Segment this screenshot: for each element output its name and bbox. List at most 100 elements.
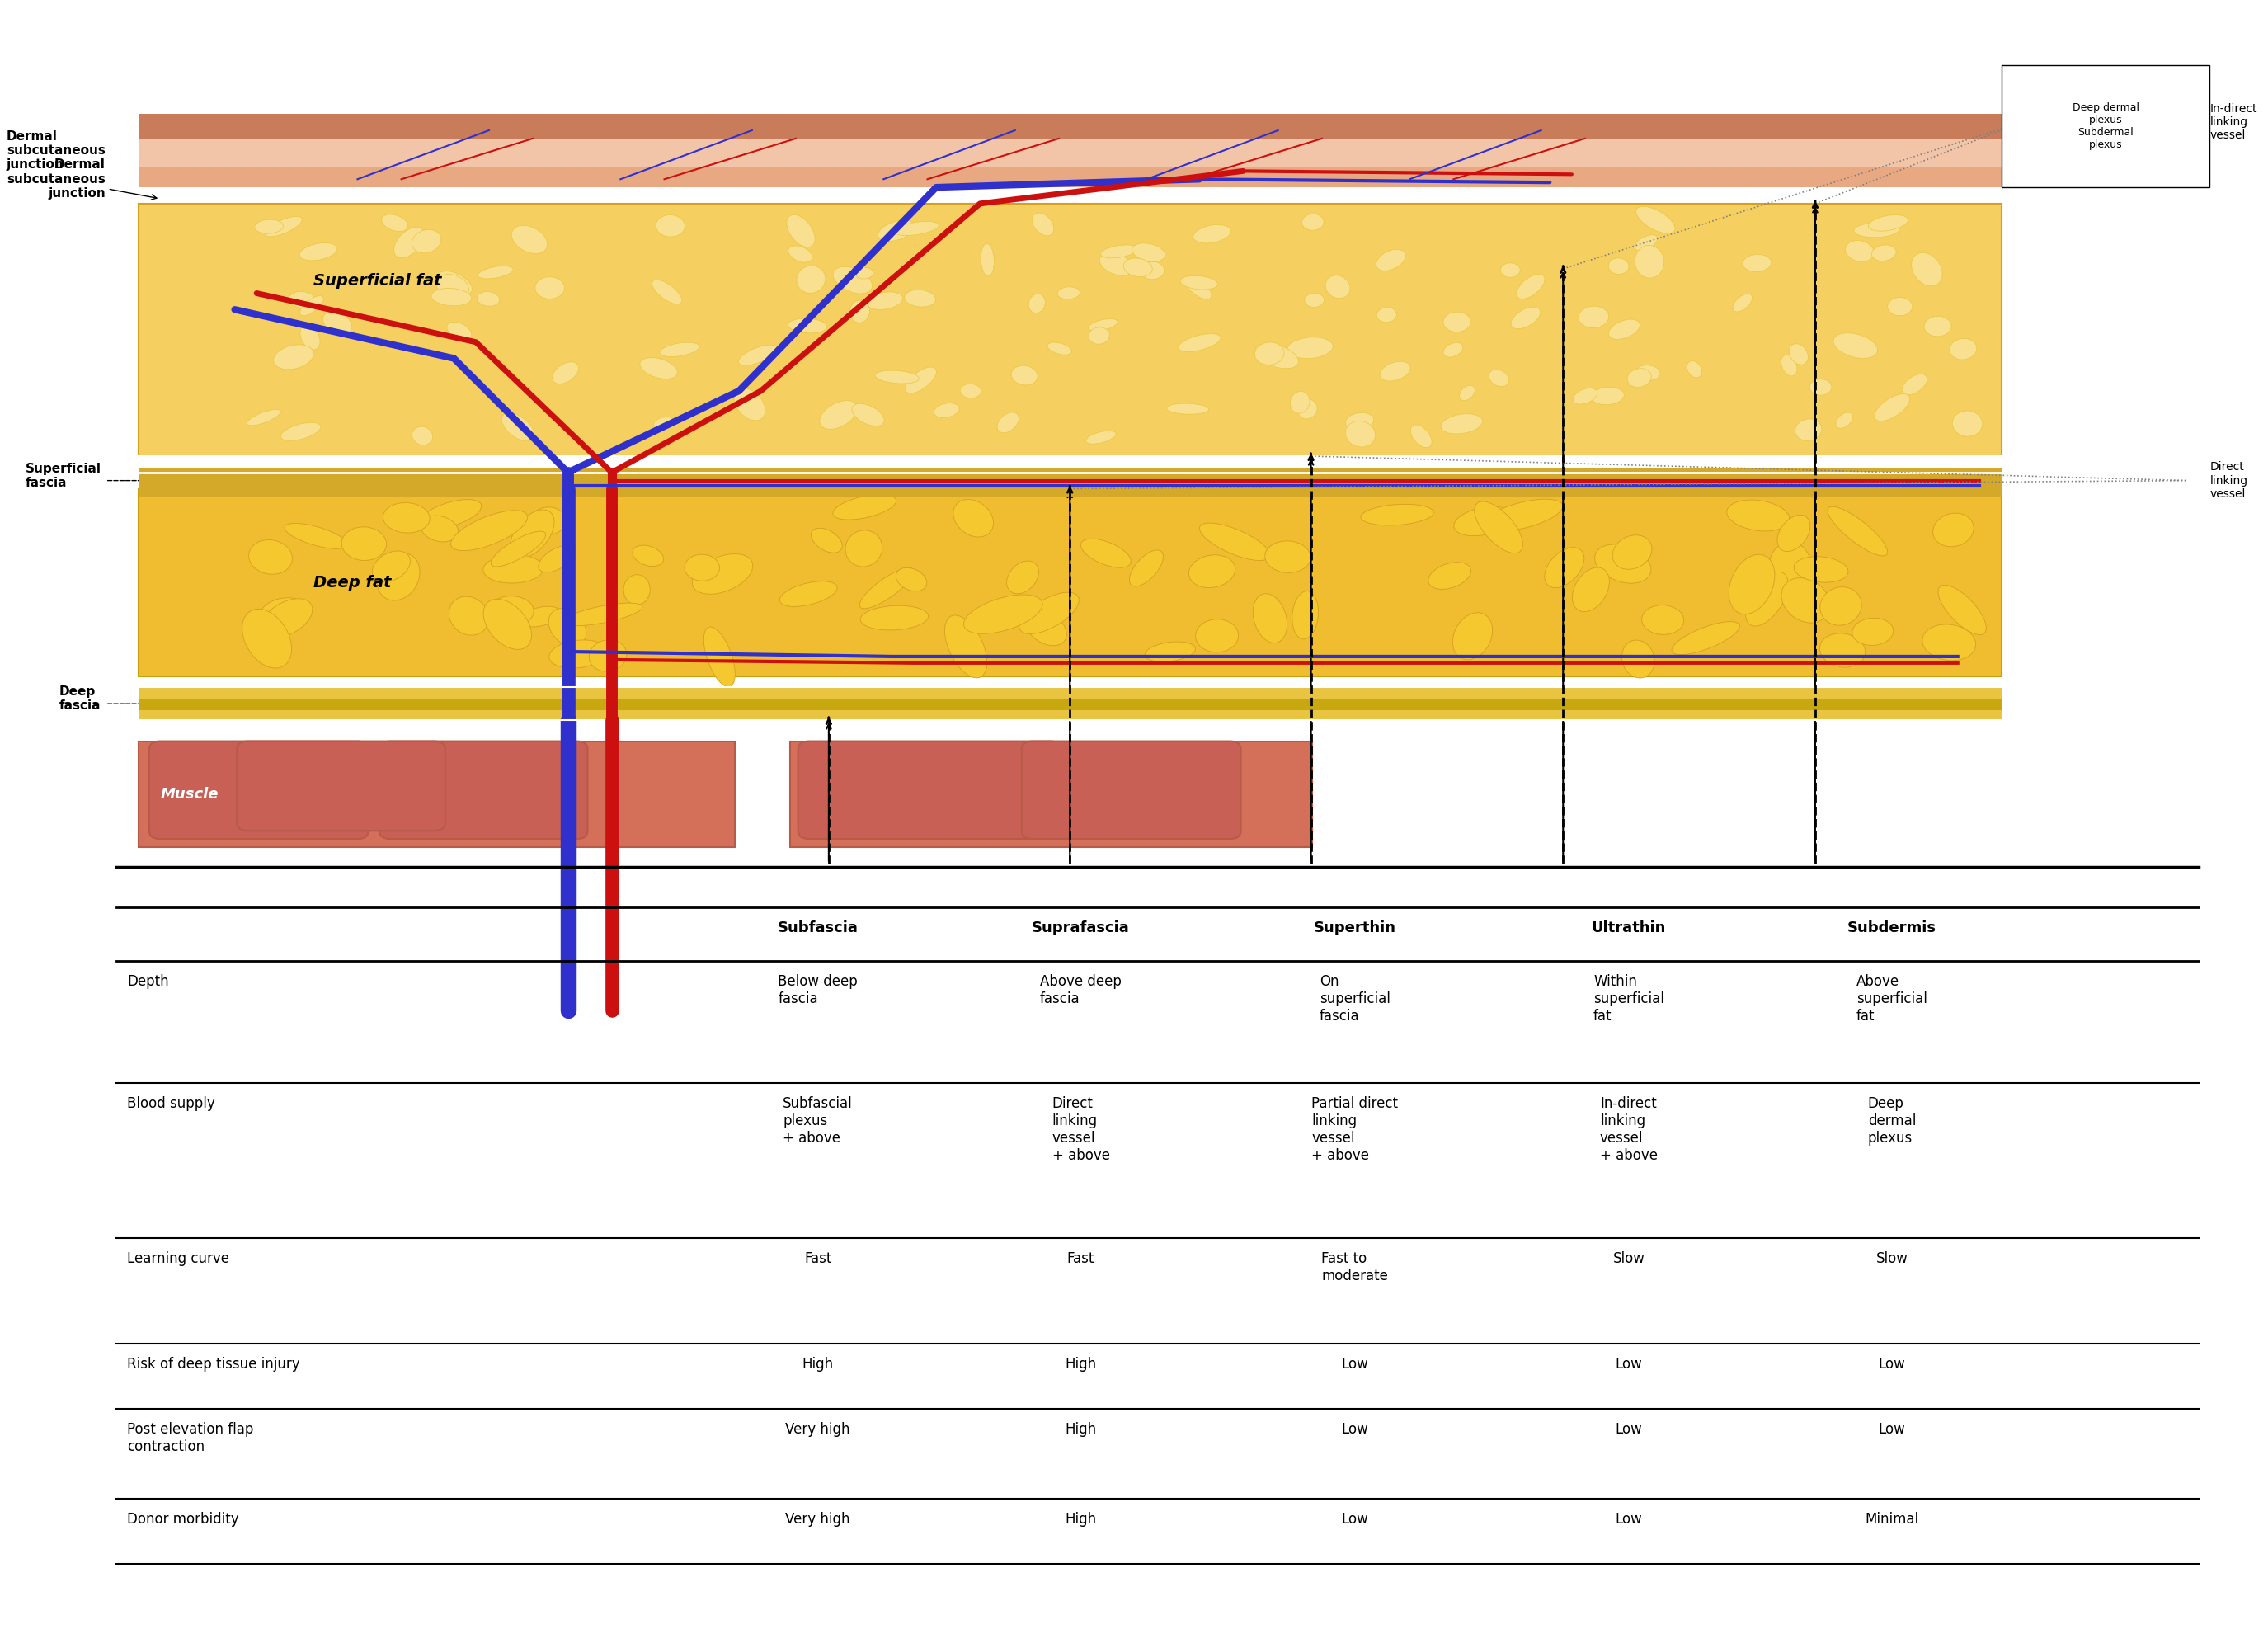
Ellipse shape [1726,500,1789,531]
Text: Above
superficial
fat: Above superficial fat [1857,974,1928,1023]
Ellipse shape [1200,523,1270,560]
Ellipse shape [322,311,352,334]
Text: Fast: Fast [805,1251,832,1266]
Text: Superficial fat: Superficial fat [313,274,442,288]
Ellipse shape [832,267,873,293]
Ellipse shape [1325,275,1349,298]
Ellipse shape [1594,544,1651,583]
Ellipse shape [1642,604,1683,635]
Ellipse shape [812,528,841,552]
Text: Low: Low [1878,1422,1905,1437]
Ellipse shape [860,606,928,630]
Ellipse shape [513,225,547,254]
Ellipse shape [640,358,678,380]
Ellipse shape [735,388,764,420]
Ellipse shape [1778,515,1810,552]
Ellipse shape [1188,555,1236,588]
Ellipse shape [1454,613,1492,660]
Ellipse shape [1794,557,1848,583]
Ellipse shape [1377,249,1406,270]
Ellipse shape [420,500,481,529]
Bar [138,114,2000,138]
Ellipse shape [1635,365,1660,381]
Ellipse shape [1089,319,1118,331]
Ellipse shape [254,220,284,233]
Ellipse shape [261,598,304,622]
Ellipse shape [1780,578,1830,622]
Ellipse shape [905,290,937,306]
Ellipse shape [959,384,982,397]
Ellipse shape [535,277,565,298]
Text: Deep fat: Deep fat [313,575,392,590]
Ellipse shape [1810,380,1833,396]
Ellipse shape [980,244,993,277]
Ellipse shape [1853,617,1894,645]
Ellipse shape [1254,344,1300,368]
Text: Ultrathin: Ultrathin [1592,920,1667,935]
Ellipse shape [284,523,347,549]
Text: Fast: Fast [1066,1251,1095,1266]
Text: Slow: Slow [1876,1251,1907,1266]
Ellipse shape [479,266,513,279]
Ellipse shape [1100,252,1134,275]
Ellipse shape [1742,254,1771,272]
Ellipse shape [655,215,685,236]
Ellipse shape [819,401,857,428]
Ellipse shape [739,345,778,365]
Text: Low: Low [1615,1512,1642,1526]
Ellipse shape [1132,243,1166,262]
Ellipse shape [1794,419,1821,441]
Ellipse shape [488,596,533,627]
Ellipse shape [1100,244,1139,257]
Ellipse shape [1846,241,1873,262]
Ellipse shape [1057,287,1080,300]
Ellipse shape [1483,498,1563,531]
Ellipse shape [1123,257,1152,277]
Text: Superficial
fascia: Superficial fascia [25,463,102,489]
Ellipse shape [449,596,488,635]
Text: In-direct
linking
vessel
+ above: In-direct linking vessel + above [1599,1096,1658,1163]
Ellipse shape [1488,370,1508,386]
Ellipse shape [1953,411,1982,437]
Text: Low: Low [1615,1357,1642,1372]
Ellipse shape [1012,365,1036,384]
Ellipse shape [562,603,642,626]
Ellipse shape [549,608,585,647]
Ellipse shape [1608,319,1640,339]
Ellipse shape [372,551,411,582]
Ellipse shape [1932,513,1973,547]
Ellipse shape [1184,275,1211,300]
Text: Low: Low [1340,1422,1368,1437]
Ellipse shape [510,510,553,557]
Ellipse shape [846,529,882,567]
Ellipse shape [299,243,338,261]
Text: High: High [1066,1512,1095,1526]
Text: High: High [1066,1357,1095,1372]
Text: Superthin: Superthin [1313,920,1397,935]
Ellipse shape [422,516,458,542]
Ellipse shape [1833,332,1878,358]
Ellipse shape [796,266,826,293]
Ellipse shape [1145,642,1195,661]
Ellipse shape [1501,262,1520,277]
Text: Within
superficial
fat: Within superficial fat [1594,974,1665,1023]
Ellipse shape [483,555,544,583]
Ellipse shape [519,606,560,627]
Text: Deep
fascia: Deep fascia [59,686,102,712]
Ellipse shape [1179,275,1218,290]
Text: Blood supply: Blood supply [127,1096,215,1111]
Ellipse shape [243,609,293,668]
Text: Minimal: Minimal [1864,1512,1919,1526]
Ellipse shape [261,598,313,637]
Ellipse shape [1442,342,1463,357]
Ellipse shape [685,554,719,582]
Ellipse shape [249,539,293,575]
Ellipse shape [274,345,313,370]
Ellipse shape [832,495,896,520]
Ellipse shape [1458,386,1474,401]
Ellipse shape [1869,215,1907,231]
Ellipse shape [1590,388,1624,404]
FancyBboxPatch shape [150,741,367,839]
Ellipse shape [381,215,408,231]
Ellipse shape [1377,308,1397,323]
